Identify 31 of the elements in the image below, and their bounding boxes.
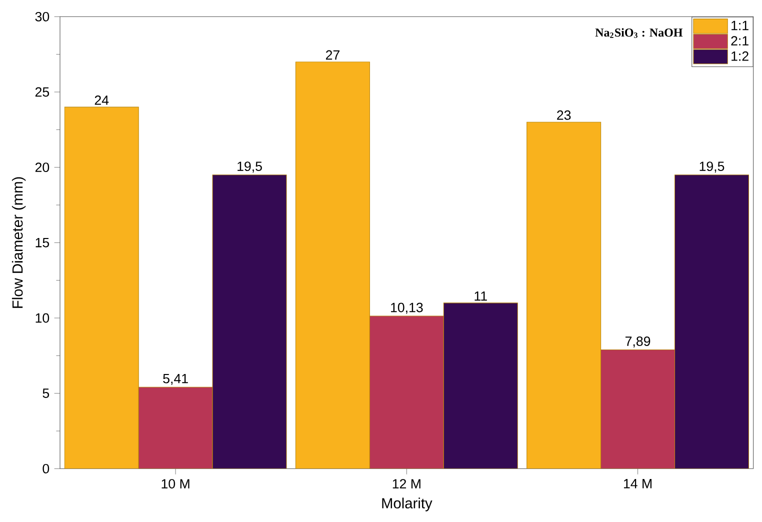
y-tick-label: 15 (36, 238, 50, 248)
legend-label: 1:1 (732, 20, 748, 30)
y-axis-title: Flow Diameter (mm) (12, 177, 26, 308)
legend-title: Na$_{2}$SiO$_{3}$ : NaOH (595, 28, 683, 38)
x-tick-label: 10 M (162, 479, 190, 489)
bar (526, 122, 602, 469)
data-label: 10,13 (391, 302, 423, 314)
bar (64, 106, 139, 469)
data-label: 24 (94, 95, 109, 105)
y-tick-label: 0 (42, 464, 50, 474)
x-axis-title: Molarity (382, 498, 432, 512)
data-label: 7,89 (626, 336, 650, 348)
data-label: 19,5 (700, 162, 724, 173)
data-label: 11 (474, 291, 487, 301)
legend-label: 1:2 (732, 51, 748, 61)
x-tick-label: 12 M (392, 479, 420, 488)
bar (138, 386, 213, 469)
y-tick-label: 30 (35, 12, 50, 22)
data-label: 27 (326, 50, 340, 60)
y-tick-label: 5 (42, 388, 50, 398)
bar (369, 316, 444, 469)
legend-label: 2:1 (731, 36, 748, 46)
bar (600, 350, 676, 469)
data-label: 19,5 (238, 162, 262, 173)
data-label: 5,41 (163, 374, 188, 385)
y-tick-label: 10 (36, 313, 50, 323)
bar (295, 62, 370, 469)
y-tick-label: 20 (35, 162, 50, 172)
x-tick-label: 14 M (624, 479, 652, 488)
y-tick-label: 25 (35, 87, 50, 97)
data-label: 23 (557, 110, 571, 120)
